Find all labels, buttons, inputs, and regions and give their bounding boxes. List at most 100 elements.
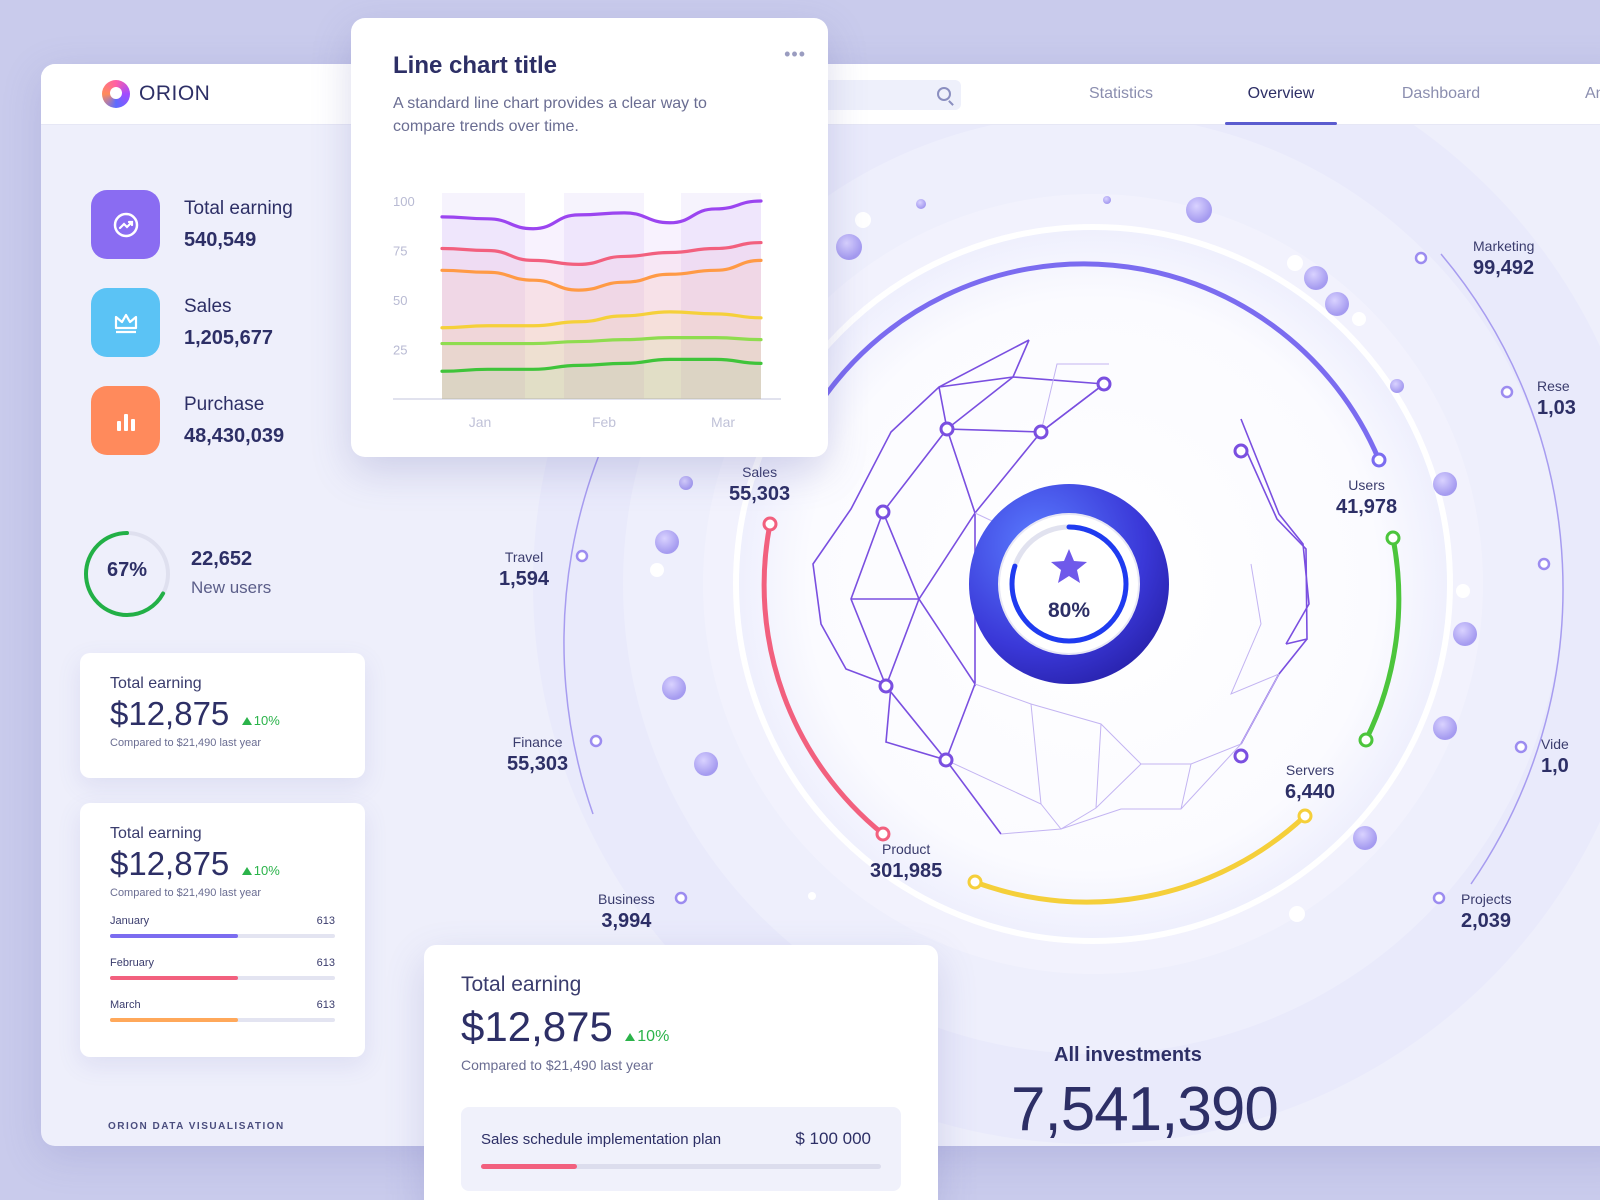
y-tick-label: 50 [393, 293, 407, 308]
orbit-label-video: Vide 1,0 [1541, 736, 1569, 777]
logo[interactable]: ORION [102, 80, 210, 108]
chart-title: Line chart title [393, 52, 558, 79]
new-users-percent: 67% [106, 559, 148, 581]
center-progress-ring [1009, 524, 1129, 644]
arc-endpoints [762, 452, 1401, 890]
arrow-up-icon [241, 717, 252, 725]
series-line [440, 336, 763, 346]
card-note: Compared to $21,490 last year [461, 1057, 654, 1073]
chart-subtitle: A standard line chart provides a clear w… [393, 95, 707, 135]
orbit-label-users: Users 41,978 [1336, 477, 1398, 518]
bar-chart-icon [91, 386, 160, 455]
earning-card-large: Total earning $12,875 10% Compared to $2… [424, 945, 938, 1200]
card-delta: 10% [241, 713, 280, 728]
bar-fill [110, 934, 239, 938]
series-line [440, 357, 763, 373]
stat-total-earning: Total earning 540,549 [91, 190, 293, 259]
series-line [440, 258, 763, 292]
plan-value: $ 100 000 [795, 1129, 871, 1148]
x-tick-label: Feb [592, 414, 616, 430]
series-area [442, 337, 761, 399]
bar-fill [110, 976, 239, 980]
plan-label: Sales schedule implementation plan [481, 1131, 722, 1148]
chart-band [442, 193, 525, 399]
y-tick-label: 75 [393, 244, 407, 259]
star-icon [1051, 549, 1087, 583]
chart-band [644, 193, 681, 399]
orbit-label-product: Product 301,985 [870, 841, 943, 882]
brand-name: ORION [139, 82, 211, 105]
card-amount: $12,875 [110, 845, 230, 882]
stat-value: 1,205,677 [184, 326, 273, 349]
plan-progress [481, 1164, 881, 1169]
line-chart: 100 75 50 25 Jan Feb Mar [393, 193, 781, 430]
stat-value: 540,549 [184, 228, 257, 251]
card-amount: $12,875 [461, 1003, 613, 1050]
stat-title: Total earning [184, 197, 293, 219]
new-users-value: 22,652 [191, 548, 253, 570]
chart-band [681, 193, 761, 399]
orbit-label-research: Rese 1,03 [1537, 378, 1576, 419]
stat-title: Purchase [184, 393, 265, 415]
orbit-dots [575, 251, 1551, 905]
investments-value: 7,541,390 [1011, 1075, 1279, 1144]
y-tick-label: 100 [393, 194, 415, 209]
stat-purchase: Purchase 48,430,039 [91, 386, 284, 455]
tab-analytics[interactable]: Anal [1584, 85, 1600, 102]
orbit-label-travel: Travel 1,594 [499, 549, 550, 590]
plan-box[interactable]: Sales schedule implementation plan $ 100… [461, 1107, 901, 1191]
footer-label: ORION DATA VISUALISATION [108, 1121, 285, 1132]
tab-dashboard[interactable]: Dashboard [1401, 85, 1481, 102]
earning-card-1: Total earning $12,875 10% Compared to $2… [80, 653, 365, 778]
tab-statistics[interactable]: Statistics [1088, 85, 1153, 102]
series-area [442, 311, 761, 399]
product-arc [972, 813, 1308, 905]
orbit-label-sales: Sales 55,303 [729, 464, 791, 505]
card-amount: $12,875 [110, 695, 230, 732]
search-icon[interactable] [937, 87, 951, 101]
arrow-up-icon [241, 867, 252, 875]
card-note: Compared to $21,490 last year [110, 887, 262, 899]
servers-arc [1363, 535, 1402, 743]
arrow-up-icon [625, 1033, 636, 1041]
orbit-label-servers: Servers 6,440 [1285, 762, 1336, 803]
nav-tabs: Statistics Overview Dashboard Anal [1041, 64, 1600, 125]
card-title: Total earning [110, 675, 202, 692]
series-line [440, 310, 763, 330]
new-users-progress [84, 531, 170, 617]
orbit-label-projects: Projects 2,039 [1461, 891, 1512, 932]
new-users-ring: 67% [82, 529, 172, 619]
tab-overview[interactable]: Overview [1201, 64, 1361, 125]
series-line [440, 199, 763, 231]
series-area [442, 260, 761, 399]
orbit-visualisation: 80% [533, 64, 1600, 1144]
card-note: Compared to $21,490 last year [110, 737, 262, 749]
orbit-label-finance: Finance 55,303 [507, 734, 569, 775]
card-title: Total earning [110, 825, 202, 842]
sales-arc [761, 521, 886, 837]
card-delta: 10% [241, 863, 280, 878]
plan-progress-fill [481, 1164, 577, 1169]
earning-card-2: Total earning $12,875 10% Compared to $2… [80, 803, 365, 1057]
orion-logo-icon [102, 80, 130, 108]
particles [650, 196, 1477, 922]
users-arc [813, 261, 1382, 463]
bar-fill [110, 1018, 239, 1022]
network-nodes [875, 376, 1249, 768]
stat-sales: Sales 1,205,677 [91, 288, 273, 357]
investments-title: All investments [1054, 1044, 1202, 1066]
x-tick-label: Jan [469, 414, 492, 430]
x-tick-label: Mar [711, 414, 735, 430]
crown-icon [91, 288, 160, 357]
card-delta: 10% [625, 1028, 669, 1046]
trend-icon [91, 190, 160, 259]
stat-value: 48,430,039 [184, 424, 285, 447]
series-line [440, 240, 763, 266]
orbit-label-marketing: Marketing 99,492 [1473, 238, 1535, 279]
bar-row-february: February 613 [110, 951, 335, 993]
bar-row-january: January 613 [110, 909, 335, 951]
bar-row-march: March 613 [110, 993, 335, 1035]
center-percent: 80% [1048, 599, 1090, 622]
card-title: Total earning [461, 973, 582, 996]
y-tick-label: 25 [393, 343, 407, 358]
